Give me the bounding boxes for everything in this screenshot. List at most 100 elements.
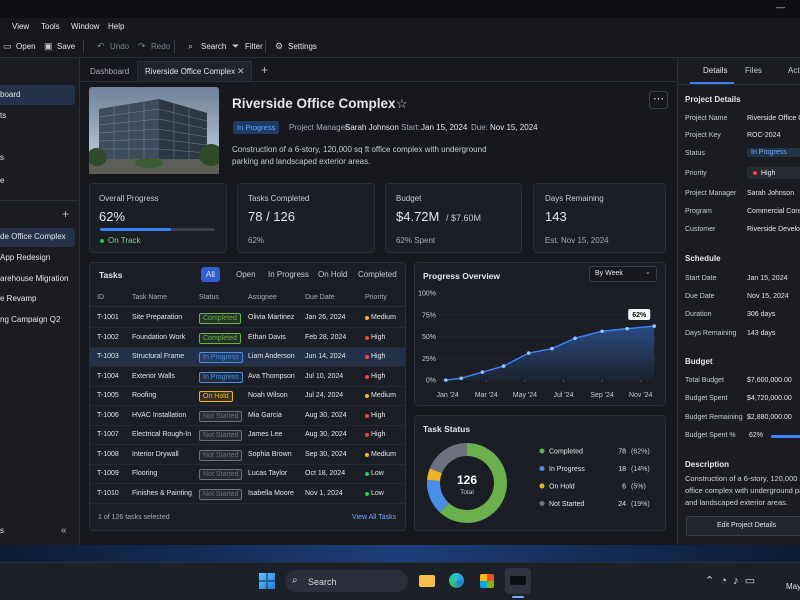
sidebar-nav-item[interactable]: s [0,153,4,162]
priority-dot [365,335,369,340]
status-badge: In Progress [233,121,280,134]
edit-button-label[interactable]: Edit Project Details [717,522,777,529]
details-tab[interactable]: Files [745,66,762,75]
toolbar-button[interactable]: Save [57,42,76,51]
meta-value: Sarah Johnson [345,123,399,132]
table-row[interactable] [90,348,405,367]
filter-tab[interactable]: On Hold [318,270,348,279]
table-row[interactable] [90,329,405,348]
favorite-star[interactable]: ☆ [396,96,408,111]
menu-item[interactable]: Window [71,22,100,31]
table-cell: Isabella Moore [248,489,294,497]
project-image [89,87,219,174]
toolbar-button[interactable]: Undo [110,42,130,51]
details-tab[interactable]: Acti [788,66,800,75]
menu-item[interactable]: Help [108,22,125,31]
toolbar-button[interactable]: Open [16,42,36,51]
dropdown-chevron: ⌄ [645,269,651,276]
table-row[interactable] [90,485,405,504]
sidebar-project[interactable]: ng Campaign Q2 [0,315,61,324]
sidebar-nav-item[interactable]: e [0,176,5,185]
view-all-link[interactable]: View All Tasks [352,514,397,521]
table-cell: Electrical Rough-In [132,431,192,438]
detail-label: Budget Spent % [685,432,736,439]
store-icon[interactable] [480,574,494,588]
close-tab[interactable]: ✕ [237,66,245,76]
minimize-icon[interactable]: — [776,2,785,12]
taskbar-search[interactable]: Search [308,577,337,587]
filter-tab[interactable]: Open [236,270,256,279]
search-box[interactable] [285,570,408,592]
table-cell: HVAC Installation [132,411,187,419]
sidebar-nav-item[interactable]: board [0,90,21,99]
new-tab[interactable]: + [261,63,269,77]
table-cell: Exterior Walls [132,372,175,380]
start-icon[interactable] [259,573,275,589]
meta-value: Jan 15, 2024 [421,123,468,132]
task-id: T-1001 [97,314,119,321]
browser-icon[interactable] [449,573,464,588]
details-tab[interactable]: Details [703,66,728,75]
detail-label: Status [685,150,705,157]
sidebar-project[interactable]: arehouse Migration [0,274,69,283]
priority-dot [365,472,369,476]
sidebar-project[interactable]: App Redesign [0,253,51,262]
section-title: Description [685,460,730,469]
kpi-value: $4.72M [396,209,440,224]
filter-tab[interactable]: All [201,267,220,282]
detail-value: Jan 15, 2024 [747,275,788,282]
table-row[interactable] [90,446,405,465]
toolbar-button[interactable]: Settings [288,42,317,51]
column-header: ID [97,294,104,301]
table-row[interactable] [90,426,405,445]
toolbar-button[interactable]: Search [201,42,227,51]
column-header: Due Date [305,294,335,301]
details-panel: Details Files Acti Project Details Project N… [678,58,800,545]
project-description: Construction of a 6-story, 120,000 sq ft… [232,145,487,166]
table-row[interactable] [90,465,405,484]
table-cell: James Lee [248,431,283,438]
column-header: Assignee [248,294,277,301]
sidebar-project[interactable]: e Revamp [0,294,37,303]
kpi-note: On Track [108,236,141,245]
toolbar-icon: ↷ [138,41,146,51]
folder-icon[interactable] [419,575,435,587]
toolbar-icon: ⚙ [275,41,284,51]
filter-tab[interactable]: Completed [358,270,397,279]
menu-item[interactable]: Tools [41,22,60,31]
priority-label: Low [371,489,384,497]
toolbar-icon: ⏷ [232,41,240,51]
edit-button[interactable] [686,516,800,536]
tab[interactable]: Riverside Office Complex [145,67,236,76]
toolbar-button[interactable]: Filter [245,42,263,51]
kpi-note: 62% [248,236,265,245]
more-button[interactable]: ⋯ [649,91,668,109]
collapse-button[interactable]: « [61,525,67,536]
panel-title: Progress Overview [423,271,501,281]
active-tab[interactable] [137,61,252,81]
tab[interactable]: Dashboard [90,67,130,76]
kpi-card [533,183,666,253]
table-cell: Flooring [132,470,158,477]
toolbar-button[interactable]: Redo [151,42,171,51]
dropdown-label[interactable]: By Week [595,270,623,277]
sidebar-footer[interactable]: s [0,526,4,535]
detail-label: Total Budget [685,377,724,384]
sidebar-project[interactable]: de Office Complex [0,232,66,241]
table-row[interactable] [90,309,405,328]
menu-item[interactable]: View [12,22,30,31]
dropdown-box[interactable] [589,266,657,282]
sidebar-nav-item[interactable]: ts [0,111,7,120]
table-row[interactable] [90,407,405,426]
table-row[interactable] [90,368,405,387]
detail-label: Start Date [685,275,717,282]
toolbar-icon: ▣ [44,41,53,51]
budget-fill [771,435,800,438]
detail-description: Construction of a 6-story, 120,000 sq ft… [685,474,800,507]
filter-tab[interactable]: In Progress [268,270,309,279]
detail-value: Commercial Cons [747,208,800,215]
detail-label: Project Name [685,115,728,122]
table-row[interactable] [90,387,405,406]
meta-value: Nov 15, 2024 [490,123,538,132]
add-project-button[interactable]: + [62,207,70,221]
